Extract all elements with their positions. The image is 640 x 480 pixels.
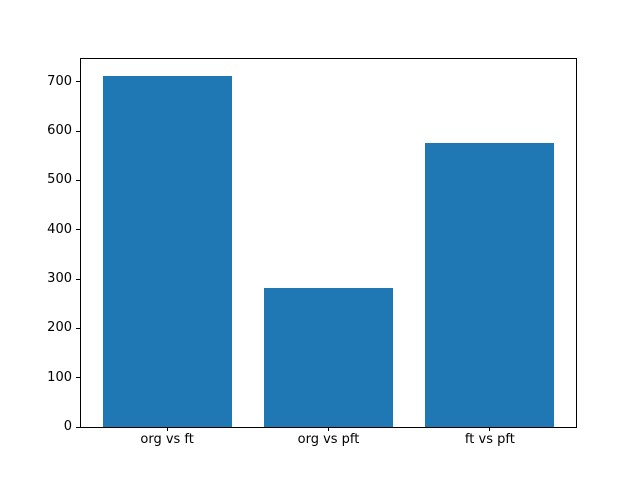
y-tick-mark	[76, 229, 80, 231]
y-tick-label: 200	[47, 320, 72, 336]
y-tick-mark	[76, 377, 80, 379]
x-tick-mark	[166, 427, 168, 431]
y-tick-label: 600	[47, 123, 72, 138]
y-tick-mark	[76, 81, 80, 83]
y-tick-mark	[76, 426, 80, 428]
y-tick-mark	[76, 179, 80, 181]
y-tick-label: 0	[63, 419, 72, 434]
y-tick-label: 500	[47, 172, 72, 188]
bar-ft-vs-pft	[425, 143, 555, 427]
y-tick-label: 100	[47, 369, 72, 385]
y-tick-mark	[76, 327, 80, 329]
x-tick-mark	[489, 427, 491, 431]
x-tick-label: org vs ft	[140, 432, 194, 447]
x-tick-label: ft vs pft	[464, 432, 515, 447]
y-tick-mark	[76, 130, 80, 132]
x-tick-label: org vs pft	[297, 432, 360, 447]
bar-org-vs-ft	[102, 75, 232, 427]
y-tick-mark	[76, 278, 80, 280]
y-tick-label: 400	[47, 221, 72, 237]
bar-org-vs-pft	[263, 288, 394, 427]
x-tick-mark	[328, 427, 329, 431]
y-tick-label: 300	[47, 271, 72, 286]
y-tick-label: 700	[47, 73, 72, 89]
